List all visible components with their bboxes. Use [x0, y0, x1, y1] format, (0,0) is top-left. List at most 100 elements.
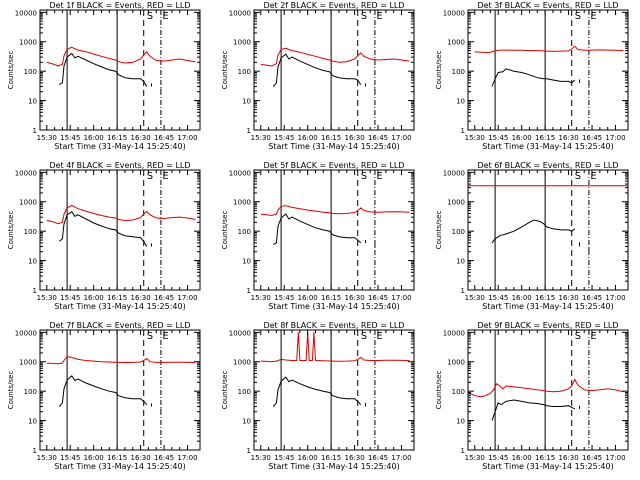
y-tick-label: 100 — [452, 68, 465, 76]
y-tick-label: 1 — [247, 127, 251, 135]
panel-frame — [467, 9, 629, 131]
x-axis-label: Start Time (31-May-14 15:25:40) — [268, 462, 399, 471]
x-tick-label: 17:00 — [605, 294, 625, 302]
panel-frame — [39, 169, 201, 291]
x-tick-label: 16:15 — [107, 294, 127, 302]
x-tick-label: 15:30 — [251, 294, 271, 302]
panel-frame — [39, 9, 201, 131]
panel-data — [46, 204, 196, 251]
x-tick-label: 16:15 — [321, 294, 341, 302]
lld-series-line — [260, 332, 410, 363]
y-tick-label: 10000 — [229, 329, 251, 337]
x-tick-label: 16:45 — [154, 294, 174, 302]
x-tick-label: 16:45 — [154, 134, 174, 142]
x-tick-label: 15:30 — [37, 454, 57, 462]
marker-label: S — [361, 11, 367, 22]
x-tick-label: 16:15 — [107, 454, 127, 462]
y-tick-label: 1000 — [447, 39, 465, 47]
x-tick-label: 17:00 — [391, 294, 411, 302]
x-tick-label: 16:45 — [582, 294, 602, 302]
y-axis-label: Counts/sec — [221, 51, 229, 90]
x-tick-label: 16:30 — [130, 134, 150, 142]
y-tick-label: 1 — [33, 447, 37, 455]
y-tick-label: 10000 — [229, 9, 251, 17]
y-tick-label: 1000 — [233, 359, 251, 367]
y-tick-label: 10 — [456, 258, 465, 266]
marker-label: S — [147, 11, 153, 22]
x-tick-label: 16:00 — [84, 294, 104, 302]
lld-series-line — [260, 205, 410, 217]
x-tick-label: 16:00 — [298, 454, 318, 462]
marker-label: S — [575, 331, 581, 342]
lld-series-line — [474, 45, 624, 54]
y-axis-label: Counts/sec — [221, 211, 229, 250]
x-tick-label: 16:30 — [130, 454, 150, 462]
y-tick-label: 10000 — [443, 169, 465, 177]
panel-data — [260, 47, 410, 91]
x-tick-label: 15:30 — [465, 134, 485, 142]
y-tick-label: 1000 — [19, 359, 37, 367]
y-tick-label: 10000 — [15, 169, 37, 177]
marker-label: E — [162, 171, 168, 182]
panel-data — [468, 378, 624, 421]
y-tick-label: 10000 — [229, 169, 251, 177]
y-tick-label: 10 — [242, 418, 251, 426]
x-tick-label: 16:30 — [558, 454, 578, 462]
marker-label: S — [361, 331, 367, 342]
x-tick-label: 16:15 — [535, 454, 555, 462]
panel-frame — [253, 169, 415, 291]
lld-series-line — [468, 378, 624, 398]
x-tick-label: 15:45 — [274, 294, 294, 302]
x-tick-label: 16:30 — [130, 294, 150, 302]
x-tick-label: 17:00 — [605, 134, 625, 142]
panel-data — [468, 185, 628, 251]
y-tick-label: 10 — [28, 98, 37, 106]
x-tick-label: 16:00 — [512, 134, 532, 142]
x-axis-label: Start Time (31-May-14 15:25:40) — [54, 302, 185, 311]
x-tick-label: 17:00 — [391, 454, 411, 462]
marker-label: E — [590, 11, 596, 22]
marker-label: E — [376, 171, 382, 182]
y-tick-label: 10 — [242, 98, 251, 106]
y-tick-label: 10 — [28, 258, 37, 266]
y-tick-label: 1000 — [233, 199, 251, 207]
y-tick-label: 1 — [461, 127, 465, 135]
x-tick-label: 16:30 — [558, 134, 578, 142]
y-axis-label: Counts/sec — [7, 51, 15, 90]
x-tick-label: 15:30 — [465, 294, 485, 302]
y-tick-label: 100 — [24, 68, 37, 76]
x-tick-label: 16:45 — [368, 294, 388, 302]
y-axis-label: Counts/sec — [7, 371, 15, 410]
panel-data — [260, 332, 410, 411]
panel-data — [46, 46, 196, 91]
events-series-line — [491, 68, 576, 87]
x-tick-label: 16:00 — [84, 454, 104, 462]
panel-frame — [467, 329, 629, 451]
y-tick-label: 1 — [33, 127, 37, 135]
x-tick-label: 17:00 — [391, 134, 411, 142]
marker-label: E — [162, 11, 168, 22]
x-tick-label: 16:45 — [582, 454, 602, 462]
marker-label: S — [147, 171, 153, 182]
x-axis-label: Start Time (31-May-14 15:25:40) — [268, 142, 399, 151]
x-tick-label: 16:00 — [298, 134, 318, 142]
x-tick-label: 16:45 — [582, 134, 602, 142]
y-tick-label: 10000 — [15, 9, 37, 17]
x-tick-label: 16:15 — [321, 134, 341, 142]
events-series-line — [58, 211, 148, 247]
x-tick-label: 15:30 — [251, 454, 271, 462]
marker-label: E — [590, 171, 596, 182]
y-tick-label: 1000 — [447, 199, 465, 207]
events-series-line — [272, 53, 362, 87]
panel-title: Det 7f BLACK = Events, RED = LLD — [49, 321, 190, 330]
y-tick-label: 1 — [461, 287, 465, 295]
lld-series-line — [46, 46, 196, 67]
x-axis-label: Start Time (31-May-14 15:25:40) — [54, 142, 185, 151]
x-tick-label: 16:00 — [512, 294, 532, 302]
x-tick-label: 15:45 — [274, 454, 294, 462]
marker-label: E — [162, 331, 168, 342]
